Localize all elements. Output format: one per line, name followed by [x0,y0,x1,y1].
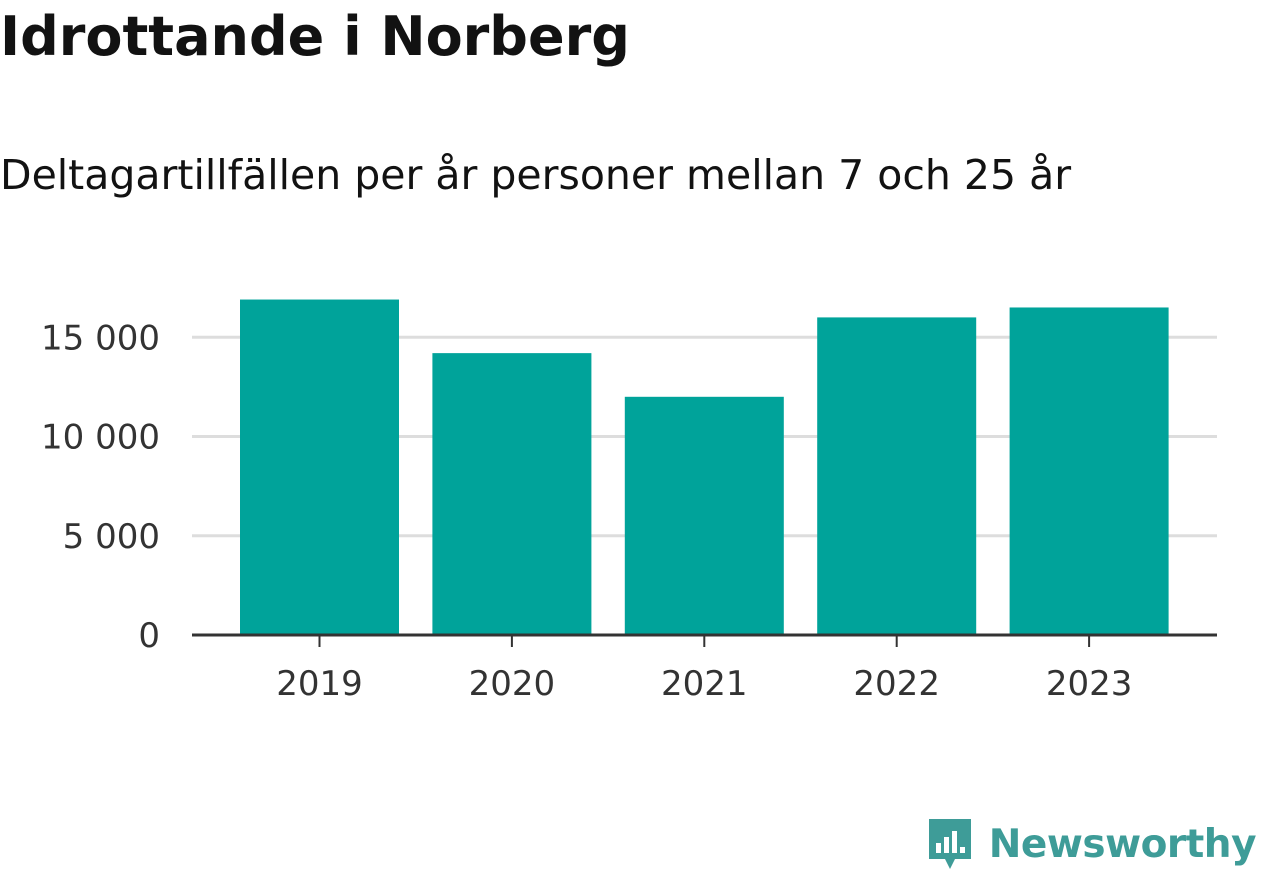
bar-2021 [624,396,784,635]
bar-2023 [1009,307,1169,635]
y-tick-label: 15 000 [41,318,160,358]
bar-2022 [817,317,977,635]
x-tick-label: 2021 [661,664,748,704]
y-tick-label: 5 000 [63,517,160,557]
x-tick-label: 2022 [853,664,940,704]
x-tick-label: 2023 [1046,664,1133,704]
brand-name: Newsworthy [988,821,1257,867]
newsworthy-logo-icon [928,819,971,869]
chart-subtitle: Deltagartillfällen per år personer mella… [0,151,1072,199]
chart-title: Idrottande i Norberg [0,5,630,68]
y-tick-label: 10 000 [41,418,160,458]
x-tick-label: 2020 [469,664,556,704]
x-tick-label: 2019 [276,664,363,704]
y-tick-label: 0 [138,616,160,656]
bar-2020 [432,353,592,635]
bar-chart: 0 5 000 10 000 15 000 2019 2020 2021 2022 2023 [41,299,1217,704]
brand-logo: Newsworthy [925,815,1257,873]
bar-2019 [240,299,399,635]
axes: 0 5 000 10 000 15 000 2019 2020 2021 2022 2023 [41,318,1217,704]
bars [240,299,1169,635]
